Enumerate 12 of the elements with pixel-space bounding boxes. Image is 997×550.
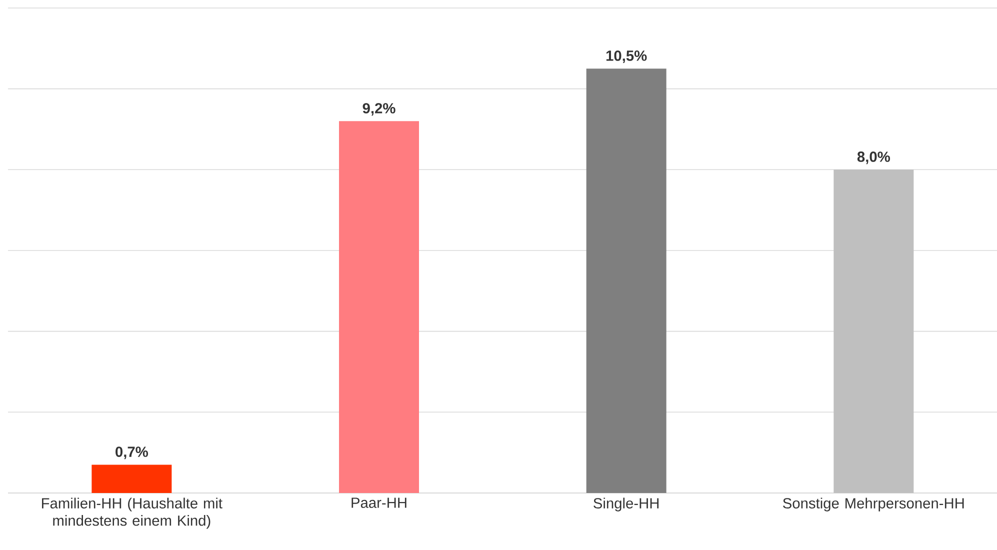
data-label: 8,0% bbox=[857, 152, 890, 164]
bar bbox=[834, 170, 914, 493]
bar bbox=[586, 68, 666, 493]
bar bbox=[92, 464, 172, 493]
bar bbox=[339, 121, 420, 493]
x-tick-label: Paar-HH bbox=[352, 498, 406, 508]
x-tick-label: Single-HH bbox=[594, 498, 659, 512]
x-tick-label: Sonstige Mehrpersonen-HH bbox=[783, 498, 964, 512]
x-tick-label: Familien-HH (Haushalte mit mindestens einem Kind) bbox=[42, 498, 222, 529]
data-label: 9,2% bbox=[362, 103, 396, 116]
data-label: 0,7% bbox=[116, 446, 148, 460]
data-label: 10,5% bbox=[606, 50, 647, 64]
